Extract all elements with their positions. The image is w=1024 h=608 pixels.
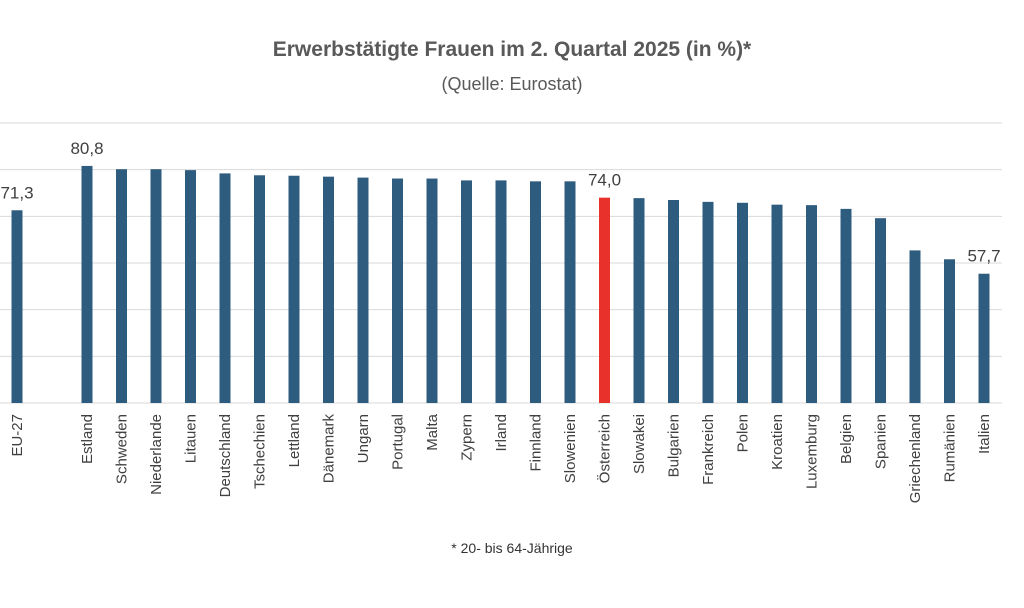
- bar: [11, 210, 23, 403]
- category-tick-label: Frankreich: [700, 414, 717, 485]
- bar: [185, 170, 196, 403]
- category-tick-label: Portugal: [390, 414, 407, 470]
- category-tick-label: Rumänien: [942, 414, 959, 482]
- bar: [909, 250, 921, 403]
- data-labels: 71,3 80,8 74,0 57,7: [0, 139, 1000, 266]
- category-tick-labels: EU-27 Estland Schweden Niederlande Litauen De…: [9, 413, 993, 503]
- chart-title: Erwerbstätigte Frauen im 2. Quartal 2025…: [272, 38, 752, 61]
- data-label: 57,7: [967, 247, 1000, 266]
- category-tick-label: Lettland: [286, 414, 303, 467]
- category-tick-label: Finnland: [528, 414, 545, 472]
- bar: [599, 197, 610, 403]
- data-label: 74,0: [588, 171, 621, 190]
- bar: [323, 176, 334, 403]
- bar: [357, 177, 369, 403]
- bars: [11, 165, 990, 403]
- category-tick-label: Niederlande: [148, 414, 165, 495]
- bar: [668, 200, 679, 403]
- category-tick-label: Dänemark: [321, 414, 338, 484]
- bar: [219, 173, 231, 403]
- bar: [806, 205, 817, 403]
- category-tick-label: Slowakei: [631, 414, 648, 474]
- category-tick-label: Litauen: [183, 414, 200, 463]
- bar: [530, 181, 541, 403]
- category-tick-label: Luxemburg: [804, 414, 821, 489]
- bar: [81, 165, 93, 403]
- bar: [461, 180, 472, 403]
- bar: [875, 218, 886, 403]
- bar: [392, 178, 403, 403]
- chart-subtitle: (Quelle: Eurostat): [441, 74, 583, 94]
- bar: [840, 208, 852, 403]
- category-tick-label: Slowenien: [562, 414, 579, 483]
- bar: [564, 181, 576, 403]
- category-tick-label: Tschechien: [252, 414, 269, 489]
- category-tick-label: Estland: [79, 414, 96, 464]
- chart-footnote: * 20- bis 64-Jährige: [451, 540, 573, 556]
- category-tick-label: Zypern: [459, 414, 476, 461]
- category-tick-label: Deutschland: [217, 414, 234, 497]
- category-tick-label: Kroatien: [769, 414, 786, 470]
- bar: [737, 202, 748, 403]
- category-tick-label: Belgien: [838, 414, 855, 464]
- bar: [116, 169, 127, 403]
- category-tick-label: Spanien: [873, 414, 890, 469]
- category-tick-label: Schweden: [114, 414, 131, 484]
- category-tick-label: Malta: [424, 413, 441, 450]
- category-tick-label: EU-27: [9, 414, 26, 457]
- category-tick-label: Italien: [976, 414, 993, 454]
- category-tick-label: Bulgarien: [666, 414, 683, 477]
- gridlines: [0, 122, 1002, 404]
- bar: [978, 273, 990, 403]
- bar: [495, 180, 507, 403]
- data-label: 71,3: [0, 183, 33, 202]
- bar: [288, 175, 300, 403]
- bar: [426, 178, 438, 403]
- bar: [702, 201, 714, 403]
- category-tick-label: Irland: [493, 414, 510, 452]
- bar: [150, 169, 162, 403]
- category-tick-label: Griechenland: [907, 414, 924, 503]
- data-label: 80,8: [70, 139, 103, 158]
- category-tick-label: Österreich: [596, 414, 614, 483]
- bar: [771, 204, 783, 403]
- category-tick-label: Polen: [735, 414, 752, 452]
- bar: [633, 198, 645, 403]
- category-tick-label: Ungarn: [355, 414, 372, 463]
- bar: [254, 175, 265, 403]
- bar: [944, 259, 955, 403]
